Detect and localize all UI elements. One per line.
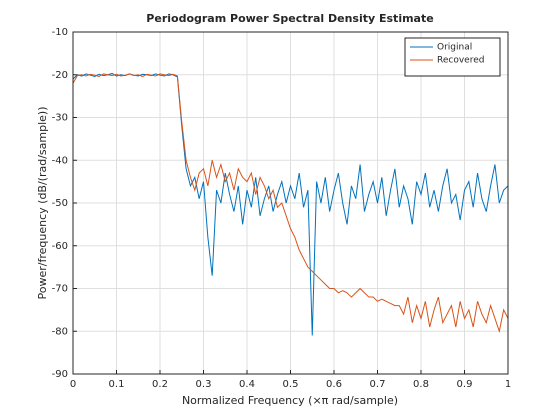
y-tick-label: -90 [52,369,68,380]
chart-title: Periodogram Power Spectral Density Estim… [146,12,433,25]
y-tick-label: -10 [52,27,68,38]
y-tick-label: -80 [52,326,68,337]
legend-label: Recovered [437,56,484,66]
x-tick-label: 1 [505,379,511,390]
y-tick-label: -40 [52,155,68,166]
axes-box [72,31,509,375]
x-tick-label: 0.6 [326,379,342,390]
y-tick-label: -70 [52,284,68,295]
y-tick-label: -30 [52,113,68,124]
y-tick-label: -60 [52,241,68,252]
x-tick-label: 0.7 [370,379,386,390]
x-tick-label: 0 [70,379,76,390]
legend-label: Original [437,43,472,53]
x-tick-label: 0.3 [196,379,212,390]
y-tick-label: -50 [52,198,68,209]
x-tick-label: 0.8 [413,379,429,390]
series-line [72,73,509,334]
x-axis-label: Normalized Frequency (×π rad/sample) [182,394,398,407]
legend-box [404,37,501,77]
y-axis-label: Power/frequency (dB/(rad/sample)) [36,107,49,300]
x-tick-label: 0.9 [457,379,473,390]
x-tick-label: 0.2 [152,379,168,390]
y-tick-label: -20 [52,70,68,81]
x-tick-label: 0.4 [239,379,255,390]
x-tick-label: 0.5 [283,379,299,390]
x-tick-label: 0.1 [109,379,125,390]
